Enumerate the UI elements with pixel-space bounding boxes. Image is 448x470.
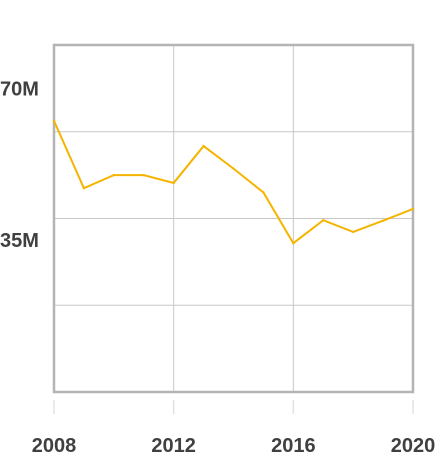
grid-lines	[54, 45, 413, 392]
x-axis-ticks	[53, 400, 414, 414]
data-point	[381, 219, 385, 222]
plot-area-frame	[52, 43, 415, 394]
data-point	[262, 191, 265, 194]
x-tick-label: 2012	[151, 435, 196, 457]
tick-labels: 2008 2012 2016 2020 70M 35M	[0, 78, 435, 457]
series-line	[53, 120, 414, 245]
x-tick-label: 2020	[391, 435, 436, 457]
data-point	[52, 119, 56, 123]
data-point	[172, 181, 175, 185]
x-tick-label: 2008	[32, 435, 77, 457]
data-point	[112, 173, 116, 177]
series-layer	[52, 119, 415, 245]
y-tick-label: 35M	[0, 230, 39, 252]
data-point	[322, 219, 325, 222]
data-point	[351, 230, 355, 234]
data-point	[202, 144, 205, 148]
y-tick-label: 70M	[0, 78, 39, 100]
data-point	[411, 207, 415, 211]
data-point	[82, 186, 86, 190]
x-tick-label: 2016	[271, 435, 316, 457]
data-point	[292, 242, 295, 245]
data-point	[142, 173, 145, 177]
data-point	[232, 167, 235, 170]
